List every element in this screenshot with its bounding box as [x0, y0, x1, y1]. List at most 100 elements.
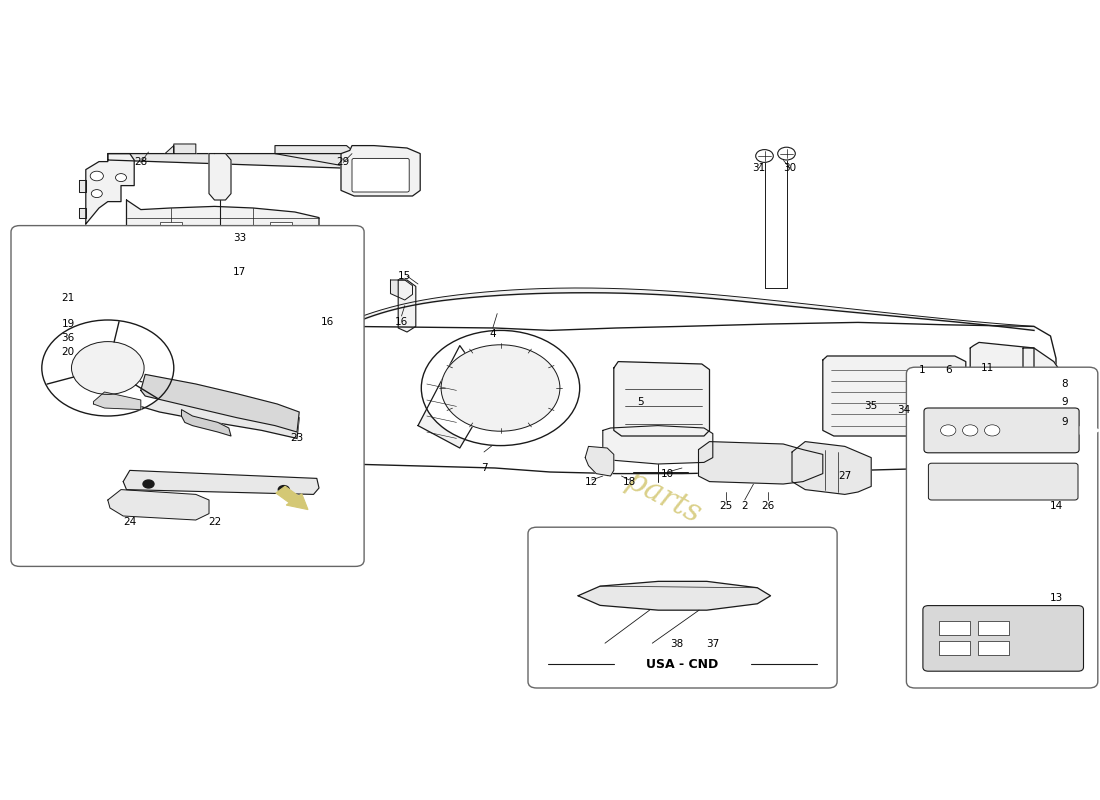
- Text: 37: 37: [706, 639, 719, 649]
- FancyBboxPatch shape: [352, 158, 409, 192]
- Text: 38: 38: [670, 639, 683, 649]
- Polygon shape: [1023, 348, 1069, 476]
- Bar: [978, 621, 1009, 635]
- Circle shape: [756, 150, 773, 162]
- Text: 23: 23: [290, 434, 304, 443]
- Text: 31: 31: [752, 163, 766, 173]
- Text: 10: 10: [661, 469, 674, 478]
- Text: 4: 4: [490, 329, 496, 338]
- Polygon shape: [275, 146, 354, 166]
- FancyBboxPatch shape: [923, 606, 1084, 671]
- Circle shape: [984, 425, 1000, 436]
- Circle shape: [72, 342, 144, 394]
- Polygon shape: [141, 374, 299, 432]
- Text: 35: 35: [865, 402, 878, 411]
- Text: 6: 6: [945, 365, 952, 374]
- Text: 24: 24: [123, 518, 136, 527]
- Circle shape: [143, 480, 154, 488]
- Polygon shape: [108, 154, 350, 168]
- Bar: [939, 621, 970, 635]
- Text: 30: 30: [783, 163, 796, 173]
- Polygon shape: [108, 490, 209, 520]
- Polygon shape: [79, 208, 86, 218]
- Text: 20: 20: [62, 347, 75, 357]
- Text: 2: 2: [741, 501, 748, 510]
- FancyArrow shape: [276, 486, 308, 510]
- Text: DuroCabrio Aquariol: DuroCabrio Aquariol: [946, 400, 999, 405]
- Polygon shape: [126, 200, 319, 246]
- Text: 12: 12: [585, 477, 598, 486]
- Text: 11: 11: [981, 363, 994, 373]
- Bar: [270, 222, 292, 232]
- Polygon shape: [418, 346, 493, 448]
- Polygon shape: [585, 446, 614, 476]
- Polygon shape: [209, 154, 231, 200]
- Text: 16: 16: [321, 317, 334, 326]
- Circle shape: [278, 486, 289, 494]
- Polygon shape: [341, 146, 420, 196]
- FancyBboxPatch shape: [11, 226, 364, 566]
- Polygon shape: [104, 378, 299, 438]
- Circle shape: [962, 425, 978, 436]
- Text: 21: 21: [62, 293, 75, 302]
- Text: 28: 28: [134, 158, 147, 167]
- Text: a passion for parts: a passion for parts: [438, 366, 706, 530]
- FancyBboxPatch shape: [528, 527, 837, 688]
- Text: 9: 9: [1062, 418, 1068, 427]
- Text: 19: 19: [62, 319, 75, 329]
- Bar: [939, 641, 970, 655]
- Polygon shape: [123, 470, 319, 494]
- Circle shape: [421, 330, 580, 446]
- Text: 5: 5: [637, 397, 644, 406]
- Circle shape: [441, 345, 560, 431]
- Bar: [160, 222, 182, 232]
- Polygon shape: [579, 582, 770, 610]
- Circle shape: [42, 320, 174, 416]
- Text: 27: 27: [838, 471, 851, 481]
- Text: 29: 29: [337, 158, 350, 167]
- Polygon shape: [823, 356, 966, 436]
- Polygon shape: [86, 154, 134, 224]
- Circle shape: [91, 190, 102, 198]
- Polygon shape: [390, 280, 412, 300]
- Text: 8: 8: [1062, 379, 1068, 389]
- Polygon shape: [165, 144, 196, 154]
- Text: 16: 16: [395, 317, 408, 326]
- Text: 13: 13: [1049, 593, 1063, 602]
- Polygon shape: [792, 442, 871, 494]
- Text: 17: 17: [233, 267, 246, 277]
- Text: 34: 34: [898, 405, 911, 414]
- Bar: [978, 641, 1009, 655]
- Circle shape: [116, 174, 127, 182]
- Polygon shape: [614, 362, 710, 436]
- Text: 22: 22: [208, 518, 221, 527]
- Text: USA - CND: USA - CND: [647, 658, 718, 670]
- FancyBboxPatch shape: [928, 463, 1078, 500]
- Text: 9: 9: [1062, 398, 1068, 407]
- Polygon shape: [182, 410, 231, 436]
- Polygon shape: [327, 322, 1056, 474]
- Text: 7: 7: [481, 463, 487, 473]
- Text: 26: 26: [761, 501, 774, 510]
- Polygon shape: [314, 266, 339, 288]
- Polygon shape: [698, 442, 823, 484]
- Text: 36: 36: [62, 333, 75, 342]
- Text: 18: 18: [623, 477, 636, 486]
- FancyArrow shape: [173, 438, 234, 478]
- Text: DuroCabrio C: DuroCabrio C: [946, 420, 981, 425]
- Polygon shape: [970, 342, 1034, 474]
- Polygon shape: [79, 180, 86, 192]
- Polygon shape: [398, 280, 416, 332]
- FancyBboxPatch shape: [906, 367, 1098, 688]
- FancyArrow shape: [1080, 424, 1100, 437]
- Text: 14: 14: [1049, 501, 1063, 510]
- Polygon shape: [603, 426, 713, 464]
- Text: 15: 15: [398, 271, 411, 281]
- Circle shape: [940, 425, 956, 436]
- Circle shape: [778, 147, 795, 160]
- Text: 1: 1: [918, 365, 925, 374]
- FancyBboxPatch shape: [924, 408, 1079, 453]
- Polygon shape: [94, 392, 141, 410]
- Text: 33: 33: [233, 234, 246, 243]
- Text: 25: 25: [719, 501, 733, 510]
